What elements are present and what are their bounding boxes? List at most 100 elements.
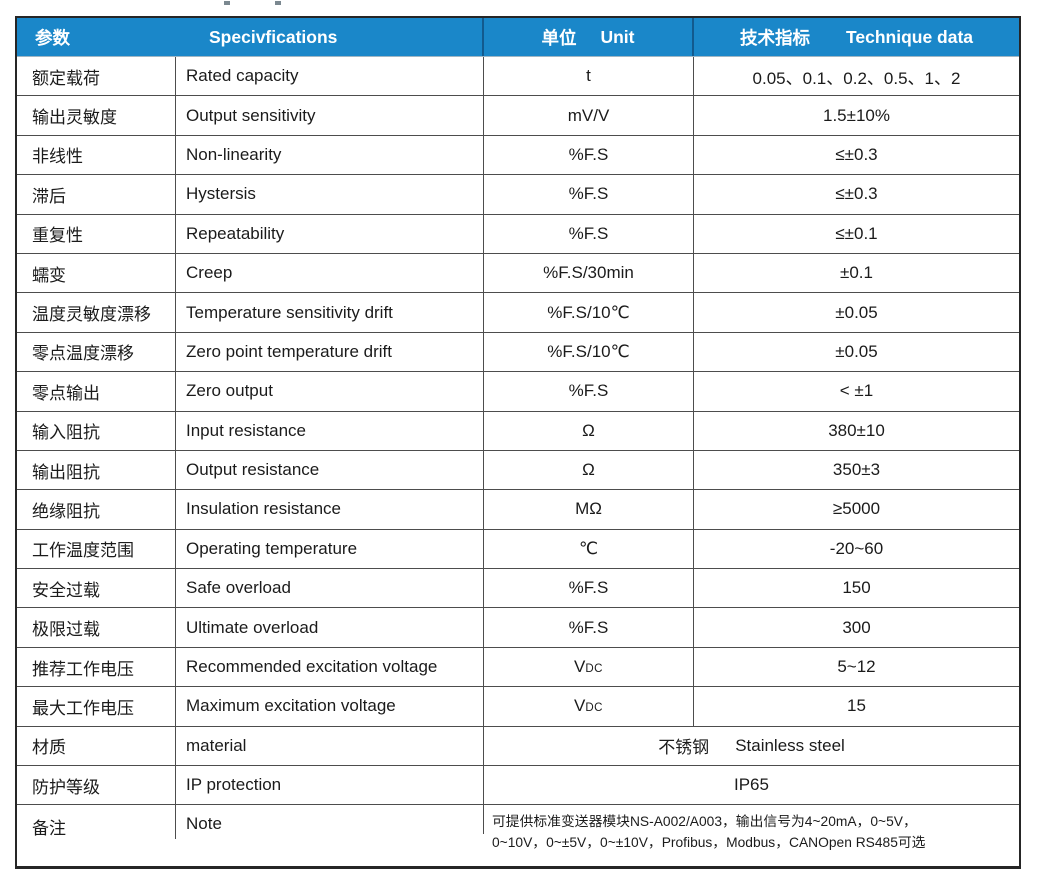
param-zh-cell: 蠕变 [17, 253, 176, 293]
header-cell-parameters: 参数 Specivfications [17, 18, 484, 56]
param-zh-cell: 零点温度漂移 [17, 332, 176, 372]
unit-cell: V DC [484, 687, 694, 726]
table-row: 额定载荷 Rated capacity t 0.05、0.1、0.2、0.5、1、2 [17, 56, 1019, 96]
table-row: 最大工作电压 Maximum excitation voltage V DC 15 [17, 686, 1019, 726]
table-row: 蠕变 Creep %F.S/30min ±0.1 [17, 252, 1019, 293]
merged-value-cell: IP65 [734, 775, 769, 795]
note-line: 0~10V，0~±5V，0~±10V，Profibus，Modbus，CANOp… [492, 835, 926, 851]
spec-en-cell: Note [176, 805, 484, 835]
param-zh-cell: 零点输出 [17, 372, 176, 411]
unit-cell: %F.S [484, 569, 694, 608]
unit-cell: Ω [484, 450, 694, 490]
merged-value-part: 不锈钢 [658, 738, 710, 758]
merged-value-part: Stainless steel [735, 735, 845, 755]
value-cell: ±0.05 [835, 341, 878, 361]
spec-en-cell: Hystersis [176, 175, 484, 214]
spec-en-cell: Rated capacity [176, 57, 484, 96]
value-cell: 0.05、0.1、0.2、0.5、1、2 [752, 68, 961, 88]
param-zh-cell: 工作温度范围 [17, 529, 176, 569]
header-cell-technique-data: 技术指标 Technique data [694, 18, 1019, 56]
cropped-text-fragment [275, 1, 281, 5]
note-line: 可提供标准变送器模块NS-A002/A003，输出信号为4~20mA，0~5V， [492, 814, 917, 830]
table-body: 额定载荷 Rated capacity t 0.05、0.1、0.2、0.5、1、2 输… [17, 56, 1019, 867]
param-zh-cell: 滞后 [17, 175, 176, 214]
table-row: 非线性 Non-linearity %F.S ≤±0.3 [17, 134, 1019, 175]
param-zh-cell: 极限过载 [17, 608, 176, 647]
header-cell-unit: 单位 Unit [484, 18, 694, 56]
spec-en-cell: Output resistance [176, 450, 484, 490]
unit-main: V [574, 696, 586, 716]
unit-cell: %F.S [484, 175, 694, 214]
table-row: 输入阻抗 Input resistance Ω 380±10 [17, 410, 1019, 450]
unit-cell: t [484, 57, 694, 96]
param-zh-cell: 推荐工作电压 [17, 647, 176, 687]
spec-en-cell: Zero point temperature drift [176, 332, 484, 372]
merged-value-cell: 可提供标准变送器模块NS-A002/A003，输出信号为4~20mA，0~5V，… [484, 805, 1019, 853]
param-zh-cell: 输出灵敏度 [17, 96, 176, 135]
header-unit-zh: 单位 [541, 27, 577, 48]
merged-value-cell: 不锈钢 Stainless steel [484, 727, 1019, 765]
table-row: 绝缘阻抗 Insulation resistance MΩ ≥5000 [17, 489, 1019, 529]
table-row: 重复性 Repeatability %F.S ≤±0.1 [17, 213, 1019, 253]
param-zh-cell: 额定载荷 [17, 57, 176, 96]
param-zh-cell: 非线性 [17, 135, 176, 175]
value-cell: -20~60 [829, 538, 884, 558]
unit-subscript: DC [585, 663, 603, 676]
header-param-zh: 参数 [35, 27, 70, 48]
unit-cell: %F.S [484, 372, 694, 411]
spec-en-cell: Recommended excitation voltage [176, 647, 484, 687]
table-row: 输出灵敏度 Output sensitivity mV/V 1.5±10% [17, 95, 1019, 135]
table-row: 极限过载 Ultimate overload %F.S 300 [17, 607, 1019, 647]
value-cell: 380±10 [828, 420, 885, 440]
unit-cell: %F.S [484, 135, 694, 175]
param-zh-cell: 防护等级 [17, 766, 176, 805]
unit-cell: %F.S/10℃ [484, 332, 694, 372]
spec-en-cell: Creep [176, 253, 484, 293]
unit-cell: MΩ [484, 490, 694, 529]
spec-en-cell: material [176, 726, 484, 766]
param-zh-cell: 输出阻抗 [17, 450, 176, 490]
header-specifications: Specivfications [209, 26, 338, 47]
value-cell: 5~12 [837, 657, 876, 677]
value-cell: ≤±0.1 [835, 223, 878, 243]
spec-en-cell: Zero output [176, 372, 484, 411]
table-row: 备注 Note 可提供标准变送器模块NS-A002/A003，输出信号为4~20mA… [17, 804, 1019, 867]
value-cell: ≥5000 [832, 499, 881, 519]
unit-cell: mV/V [484, 96, 694, 135]
table-row: 推荐工作电压 Recommended excitation voltage V DC 5… [17, 646, 1019, 687]
table-header-row: 参数 Specivfications 单位 Unit 技术指标 Techniqu… [17, 18, 1019, 56]
param-zh-cell: 安全过载 [17, 569, 176, 608]
table-row: 滞后 Hystersis %F.S ≤±0.3 [17, 174, 1019, 214]
unit-main: V [574, 657, 586, 677]
table-row: 零点输出 Zero output %F.S < ±1 [17, 371, 1019, 411]
unit-cell: V DC [484, 647, 694, 687]
value-cell: 350±3 [832, 460, 881, 480]
header-tech-en: Technique data [845, 26, 974, 47]
value-cell: 150 [842, 578, 871, 598]
param-zh-cell: 最大工作电压 [17, 687, 176, 726]
spec-en-cell: Ultimate overload [176, 608, 484, 647]
table-row: 材质 material 不锈钢 Stainless steel [17, 725, 1019, 766]
spec-en-cell: Operating temperature [176, 529, 484, 569]
spec-en-cell: Input resistance [176, 411, 484, 450]
cropped-text-fragment [224, 1, 230, 5]
value-cell: ≤±0.3 [835, 144, 878, 164]
spec-en-cell: Temperature sensitivity drift [176, 293, 484, 332]
spec-en-cell: IP protection [176, 766, 484, 805]
table-row: 零点温度漂移 Zero point temperature drift %F.S/1… [17, 331, 1019, 372]
param-zh-cell: 备注 [17, 805, 176, 840]
spec-en-cell: Insulation resistance [176, 490, 484, 529]
table-row: 工作温度范围 Operating temperature ℃ -20~60 [17, 528, 1019, 569]
spec-en-cell: Safe overload [176, 569, 484, 608]
unit-cell: ℃ [484, 529, 694, 569]
spec-en-cell: Maximum excitation voltage [176, 687, 484, 726]
header-unit-en: Unit [600, 26, 635, 47]
table-row: 输出阻抗 Output resistance Ω 350±3 [17, 449, 1019, 490]
value-cell: ±0.1 [840, 263, 873, 283]
param-zh-cell: 重复性 [17, 214, 176, 253]
table-row: 安全过载 Safe overload %F.S 150 [17, 568, 1019, 608]
spec-en-cell: Output sensitivity [176, 96, 484, 135]
spec-en-cell: Non-linearity [176, 135, 484, 175]
value-cell: 15 [847, 696, 866, 716]
param-zh-cell: 温度灵敏度漂移 [17, 293, 176, 332]
